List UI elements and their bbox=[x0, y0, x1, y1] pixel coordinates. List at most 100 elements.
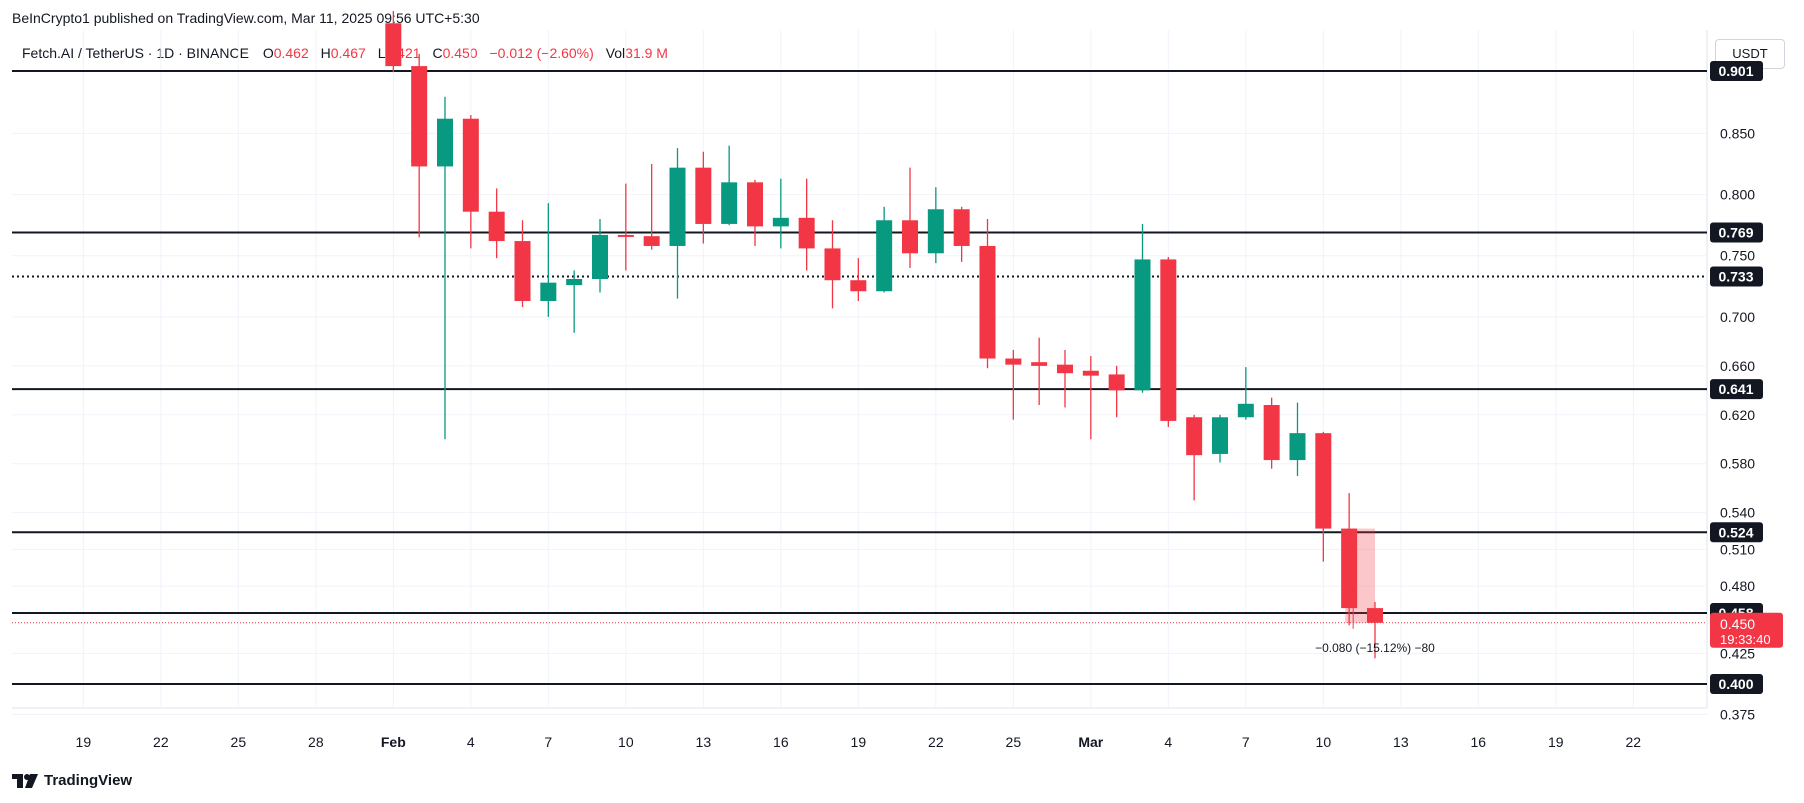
y-tick-label: 0.700 bbox=[1720, 309, 1755, 325]
level-badge bbox=[1710, 522, 1763, 543]
level-badge bbox=[1710, 673, 1763, 694]
candle-body[interactable] bbox=[1289, 433, 1306, 461]
candle-body[interactable] bbox=[1186, 417, 1203, 456]
measure-box[interactable] bbox=[1345, 528, 1375, 623]
candle-body[interactable] bbox=[721, 182, 738, 224]
candle-body[interactable] bbox=[1211, 417, 1228, 454]
x-tick-label: 16 bbox=[1471, 734, 1487, 750]
candle-body[interactable] bbox=[1315, 433, 1332, 529]
candle-body[interactable] bbox=[1031, 362, 1048, 366]
volume-value: 31.9 M bbox=[625, 45, 668, 61]
open-label: O bbox=[262, 45, 274, 61]
y-tick-label: 0.375 bbox=[1720, 707, 1755, 723]
level-badge bbox=[1710, 222, 1763, 243]
x-tick-label: 28 bbox=[308, 734, 324, 750]
x-tick-label: 19 bbox=[1548, 734, 1564, 750]
high-label: H bbox=[320, 45, 331, 61]
y-tick-label: 0.620 bbox=[1720, 407, 1755, 423]
y-tick-label: 0.580 bbox=[1720, 456, 1755, 472]
close-label: C bbox=[432, 45, 443, 61]
candle-body[interactable] bbox=[772, 217, 789, 227]
volume-label: Vol bbox=[605, 45, 626, 61]
level-badge bbox=[1710, 266, 1763, 287]
candle-body[interactable] bbox=[1005, 358, 1022, 365]
candle-body[interactable] bbox=[1134, 259, 1151, 391]
x-tick-label: 7 bbox=[544, 734, 552, 750]
candle-body[interactable] bbox=[514, 241, 531, 302]
x-tick-label: 25 bbox=[1006, 734, 1022, 750]
candle-body[interactable] bbox=[617, 234, 634, 237]
candle-body[interactable] bbox=[979, 245, 996, 359]
symbol-name[interactable]: Fetch.AI / TetherUS · 1D · BINANCE bbox=[22, 45, 249, 61]
candle-body[interactable] bbox=[437, 118, 453, 167]
candle-body[interactable] bbox=[1056, 364, 1073, 374]
y-tick-label: 0.480 bbox=[1720, 578, 1755, 594]
candle-body[interactable] bbox=[798, 217, 815, 249]
open-value: 0.462 bbox=[273, 45, 309, 61]
candle-body[interactable] bbox=[876, 220, 893, 292]
candle-body[interactable] bbox=[953, 209, 970, 246]
level-badge-label: 0.901 bbox=[1718, 63, 1753, 79]
level-badge-label: 0.524 bbox=[1718, 524, 1753, 540]
y-tick-label: 0.660 bbox=[1720, 358, 1755, 374]
tradingview-logo[interactable]: TradingView bbox=[12, 772, 132, 789]
high-value: 0.467 bbox=[330, 45, 366, 61]
candle-body[interactable] bbox=[1160, 259, 1177, 421]
candle-body[interactable] bbox=[669, 167, 686, 246]
candle-body[interactable] bbox=[462, 118, 479, 212]
level-badge-label: 0.400 bbox=[1718, 676, 1753, 692]
measure-label: −0.080 (−15.12%) −80 bbox=[1315, 641, 1435, 655]
y-tick-label: 0.850 bbox=[1720, 125, 1755, 141]
candle-body[interactable] bbox=[1082, 370, 1099, 376]
tradingview-logo-icon bbox=[12, 773, 38, 788]
x-tick-label: Feb bbox=[381, 734, 406, 750]
symbol-legend: Fetch.AI / TetherUS · 1D · BINANCE O0.46… bbox=[22, 45, 668, 61]
tradingview-brand-text: TradingView bbox=[44, 772, 133, 789]
y-tick-label: 0.750 bbox=[1720, 248, 1755, 264]
x-tick-label: 22 bbox=[1626, 734, 1642, 750]
change-value: −0.012 (−2.60%) bbox=[489, 45, 594, 61]
y-tick-label: 0.425 bbox=[1720, 645, 1755, 661]
x-tick-label: 13 bbox=[696, 734, 712, 750]
y-tick-label: 0.800 bbox=[1720, 187, 1755, 203]
level-badge bbox=[1710, 379, 1763, 400]
candle-body[interactable] bbox=[1263, 405, 1280, 461]
x-tick-label: 19 bbox=[76, 734, 92, 750]
x-tick-label: 25 bbox=[231, 734, 247, 750]
low-label: L bbox=[377, 45, 386, 61]
x-tick-label: 22 bbox=[153, 734, 169, 750]
last-price-badge bbox=[1710, 612, 1783, 648]
candle-body[interactable] bbox=[643, 236, 660, 246]
candle-body[interactable] bbox=[1237, 403, 1254, 418]
candle-body[interactable] bbox=[540, 282, 557, 302]
candle-body[interactable] bbox=[850, 280, 867, 292]
candle-body[interactable] bbox=[901, 220, 918, 254]
y-tick-label: 0.540 bbox=[1720, 505, 1755, 521]
x-tick-label: 7 bbox=[1242, 734, 1250, 750]
candle-body[interactable] bbox=[695, 167, 712, 224]
y-tick-label: 0.510 bbox=[1720, 541, 1755, 557]
candle-body[interactable] bbox=[385, 23, 402, 67]
candle-body[interactable] bbox=[824, 248, 841, 281]
candle-body[interactable] bbox=[566, 278, 583, 286]
level-badge-label: 0.641 bbox=[1718, 381, 1753, 397]
candle-body[interactable] bbox=[411, 66, 428, 167]
candle-body[interactable] bbox=[1108, 374, 1125, 391]
countdown-label: 19:33:40 bbox=[1720, 632, 1771, 647]
candle-body[interactable] bbox=[1366, 608, 1383, 623]
candle-body[interactable] bbox=[591, 234, 608, 279]
candle-body[interactable] bbox=[927, 209, 944, 254]
candle-body[interactable] bbox=[746, 182, 763, 227]
x-tick-label: 10 bbox=[618, 734, 634, 750]
level-badge-label: 0.769 bbox=[1718, 225, 1753, 241]
level-badge bbox=[1710, 61, 1763, 81]
x-tick-label: 16 bbox=[773, 734, 789, 750]
level-badge-label: 0.733 bbox=[1718, 269, 1753, 285]
x-tick-label: 4 bbox=[467, 734, 475, 750]
publisher-caption: BeInCrypto1 published on TradingView.com… bbox=[12, 10, 480, 26]
candle-body[interactable] bbox=[488, 211, 505, 242]
x-tick-label: 22 bbox=[928, 734, 944, 750]
last-price-label: 0.450 bbox=[1720, 616, 1755, 632]
x-tick-label: 13 bbox=[1393, 734, 1409, 750]
